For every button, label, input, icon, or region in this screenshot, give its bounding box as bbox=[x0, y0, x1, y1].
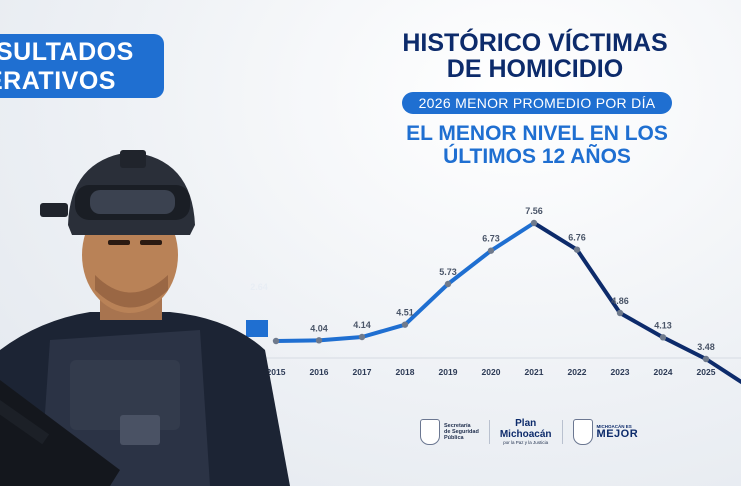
x-tick-label: 2016 bbox=[310, 367, 329, 377]
x-tick-label: 2024 bbox=[654, 367, 673, 377]
x-tick-label: 2020 bbox=[482, 367, 501, 377]
mejor-line-1: MICHOACÁN ES bbox=[596, 424, 632, 429]
series-segment bbox=[403, 282, 450, 327]
series-segment bbox=[661, 335, 708, 361]
headline-line-2: ÚLTIMOS 12 AÑOS bbox=[443, 145, 631, 168]
logos-footer: Secretaría de Seguridad Pública Plan Mic… bbox=[420, 414, 680, 450]
series-segment bbox=[446, 248, 493, 286]
police-officer-image bbox=[0, 150, 290, 486]
x-tick-label: 2022 bbox=[568, 367, 587, 377]
title-line-1: HISTÓRICO VÍCTIMAS bbox=[402, 29, 668, 57]
data-point bbox=[401, 321, 409, 328]
x-tick-label: 2021 bbox=[525, 367, 544, 377]
series-segment bbox=[532, 221, 579, 252]
data-label: 3.48 bbox=[697, 342, 715, 352]
legend-square bbox=[246, 320, 268, 337]
x-tick-label: 2015 bbox=[267, 367, 286, 377]
x-tick-label: 2023 bbox=[611, 367, 630, 377]
resultados-operativos-badge: SULTADOS ERATIVOS bbox=[0, 34, 164, 98]
data-point bbox=[358, 333, 366, 341]
data-label: 4.13 bbox=[654, 320, 672, 330]
x-tick-label: 2025 bbox=[697, 367, 716, 377]
series-segment bbox=[317, 335, 364, 343]
badge-line-2: ERATIVOS bbox=[0, 67, 116, 95]
data-point bbox=[616, 309, 624, 317]
series-segment bbox=[489, 221, 536, 253]
data-point bbox=[530, 219, 538, 227]
chart-title: HISTÓRICO VÍCTIMAS DE HOMICIDIO bbox=[395, 30, 675, 82]
plan-line-3: por la Paz y la Justicia bbox=[503, 440, 549, 445]
data-point bbox=[315, 337, 323, 344]
series-segment bbox=[575, 247, 622, 315]
subtitle-pill: 2026 MENOR PROMEDIO POR DÍA bbox=[402, 92, 672, 114]
michoacan-mejor-logo: MICHOACÁN ES MEJOR bbox=[572, 419, 639, 445]
data-label: 5.73 bbox=[439, 267, 457, 277]
x-tick-label: 2017 bbox=[353, 367, 372, 377]
data-point bbox=[659, 334, 667, 341]
data-label: 4.51 bbox=[396, 308, 414, 318]
plan-michoacan-logo: Plan Michoacán por la Paz y la Justicia bbox=[499, 418, 552, 446]
x-tick-label: 2019 bbox=[439, 367, 458, 377]
ssp-logo: Secretaría de Seguridad Pública bbox=[420, 419, 479, 445]
data-point bbox=[702, 355, 710, 363]
data-label: 6.73 bbox=[482, 234, 500, 244]
logo-divider bbox=[561, 420, 563, 444]
data-point bbox=[487, 247, 495, 254]
data-label-2026: 2.64 bbox=[250, 282, 268, 292]
data-label: 7.56 bbox=[525, 206, 543, 216]
series-segment bbox=[274, 338, 321, 343]
data-point bbox=[272, 337, 280, 345]
headline-line-1: EL MENOR NIVEL EN LOS bbox=[406, 122, 668, 145]
badge-line-1: SULTADOS bbox=[0, 38, 134, 66]
mejor-line-2: MEJOR bbox=[596, 428, 639, 440]
michoacan-seal-icon bbox=[572, 419, 593, 445]
ssp-line-3: Pública bbox=[444, 435, 464, 441]
plan-line-2: Michoacán bbox=[499, 429, 552, 440]
data-point bbox=[444, 280, 452, 288]
data-point bbox=[573, 246, 581, 253]
plan-line-1: Plan bbox=[515, 418, 537, 429]
ssp-line-2: de Seguridad bbox=[444, 429, 479, 435]
x-tick-label: 2018 bbox=[396, 367, 415, 377]
headline: EL MENOR NIVEL EN LOS ÚLTIMOS 12 AÑOS bbox=[392, 122, 682, 168]
series-segment bbox=[704, 357, 741, 385]
ssp-line-1: Secretaría bbox=[444, 423, 471, 429]
data-label: 4.86 bbox=[611, 296, 629, 306]
logo-divider bbox=[488, 420, 490, 444]
data-label: 4.04 bbox=[310, 323, 328, 333]
data-label: 4.14 bbox=[353, 320, 371, 330]
title-line-2: DE HOMICIDIO bbox=[446, 55, 624, 83]
series-segment bbox=[360, 322, 407, 339]
series-segment bbox=[618, 311, 665, 340]
ssp-seal-icon bbox=[420, 419, 440, 445]
data-label: 6.76 bbox=[568, 233, 586, 243]
